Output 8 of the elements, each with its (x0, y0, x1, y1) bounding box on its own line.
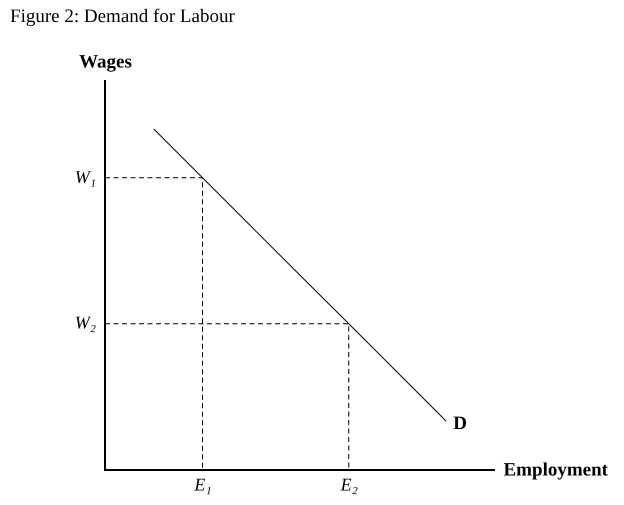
y-axis-title: Wages (79, 52, 132, 72)
series-label: W₁ (74, 166, 96, 187)
series-label: W₂ (74, 312, 96, 333)
series-label: D (453, 413, 467, 434)
x-axis-title: Employment (504, 460, 609, 480)
chart-title: Figure 2: Demand for Labour (10, 6, 236, 27)
x-tick-label: E₂ (340, 474, 358, 494)
x-tick-label: E₁ (193, 474, 212, 494)
